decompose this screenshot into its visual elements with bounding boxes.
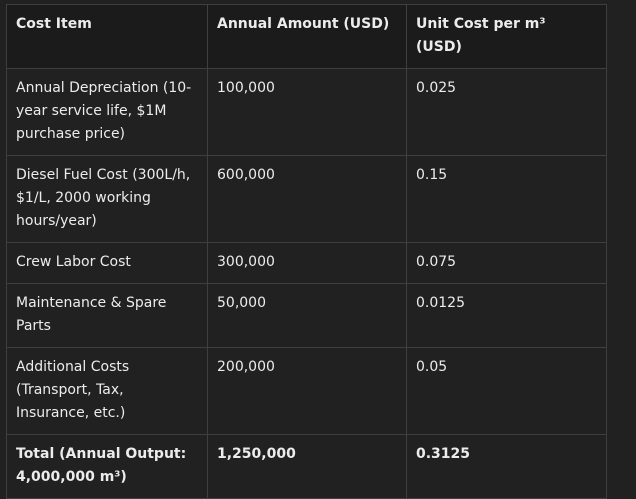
- table-cell: 0.05: [406, 347, 607, 435]
- cost-table: Cost Item Annual Amount (USD) Unit Cost pe…: [6, 4, 607, 499]
- table-row: Annual Depreciation (10-year service lif…: [6, 68, 607, 156]
- table-row: Maintenance & Spare Parts 50,000 0.0125: [6, 283, 607, 348]
- header-cell: Cost Item: [6, 4, 208, 69]
- total-row: Total (Annual Output: 4,000,000 m³) 1,250…: [6, 434, 607, 499]
- table-cell: 200,000: [207, 347, 407, 435]
- page: {"table": { "header": ["Cost Item", "Ann…: [6, 4, 607, 499]
- table-body: Annual Depreciation (10-year service lif…: [6, 68, 607, 499]
- table-cell: 600,000: [207, 155, 407, 243]
- table-cell: Annual Depreciation (10-year service lif…: [6, 68, 208, 156]
- table-cell: Additional Costs (Transport, Tax, Insura…: [6, 347, 208, 435]
- table-row: Diesel Fuel Cost (300L/h, $1/L, 2000 wor…: [6, 155, 607, 243]
- header-cell: Annual Amount (USD): [207, 4, 407, 69]
- table-cell: Maintenance & Spare Parts: [6, 283, 208, 348]
- table-header: Cost Item Annual Amount (USD) Unit Cost pe…: [6, 4, 607, 69]
- table-cell: 0.025: [406, 68, 607, 156]
- header-row: Cost Item Annual Amount (USD) Unit Cost pe…: [6, 4, 607, 69]
- table-cell: 1,250,000: [207, 434, 407, 499]
- table-row: Crew Labor Cost 300,000 0.075: [6, 242, 607, 284]
- table-cell: 300,000: [207, 242, 407, 284]
- table-cell: Diesel Fuel Cost (300L/h, $1/L, 2000 wor…: [6, 155, 208, 243]
- table-cell: 0.0125: [406, 283, 607, 348]
- header-cell: Unit Cost per m³ (USD): [406, 4, 607, 69]
- table-cell: 0.3125: [406, 434, 607, 499]
- table-cell: 0.15: [406, 155, 607, 243]
- table-cell: Crew Labor Cost: [6, 242, 208, 284]
- table-cell: 50,000: [207, 283, 407, 348]
- table-row: Additional Costs (Transport, Tax, Insura…: [6, 347, 607, 435]
- table-cell: 100,000: [207, 68, 407, 156]
- table-cell: Total (Annual Output: 4,000,000 m³): [6, 434, 208, 499]
- table-cell: 0.075: [406, 242, 607, 284]
